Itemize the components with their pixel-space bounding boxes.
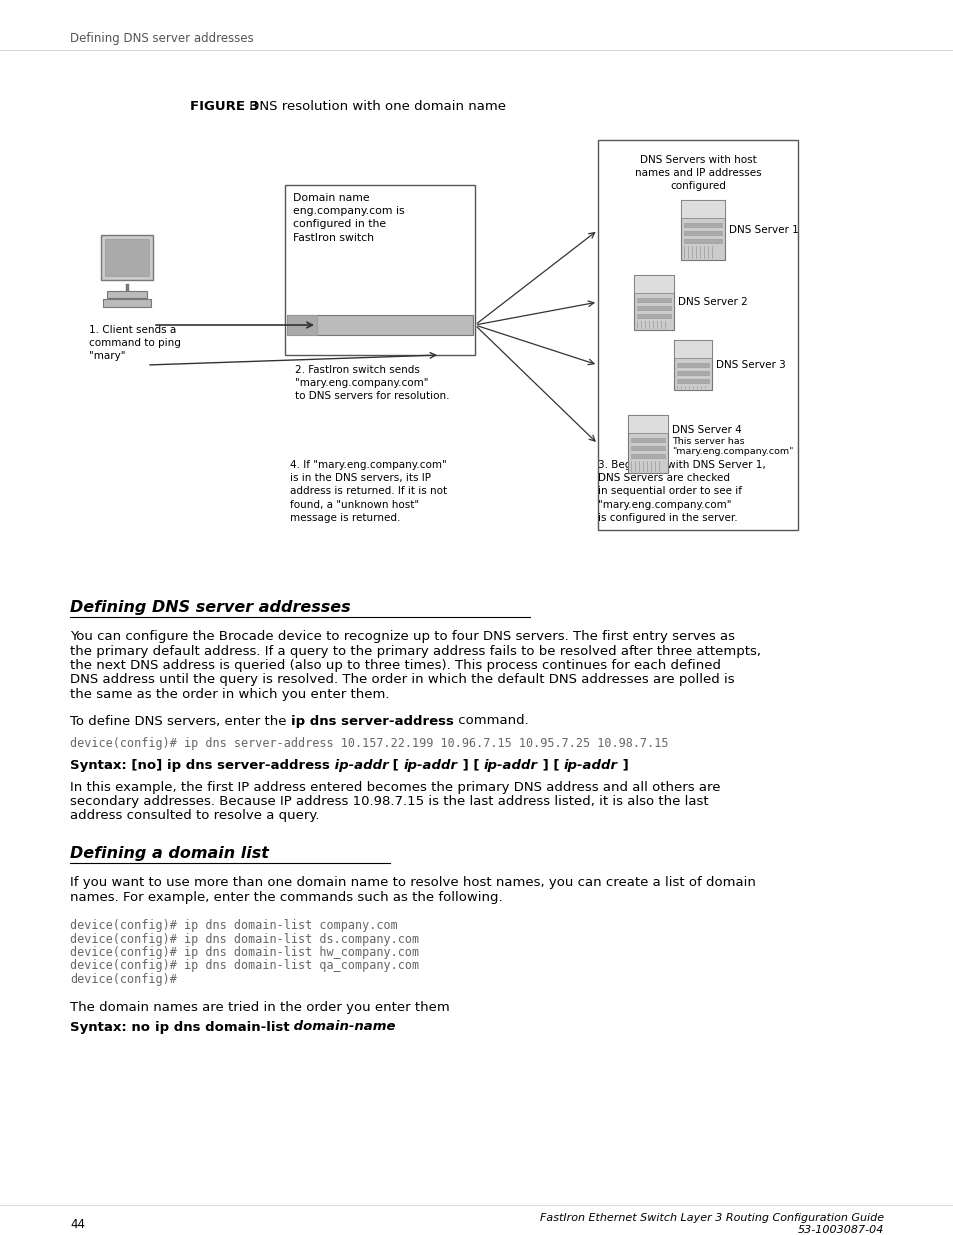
Text: 4. If "mary.eng.company.com"
is in the DNS servers, its IP
address is returned. : 4. If "mary.eng.company.com" is in the D… (290, 459, 447, 522)
FancyBboxPatch shape (630, 438, 664, 442)
Text: 53-1003087-04: 53-1003087-04 (797, 1225, 883, 1235)
FancyBboxPatch shape (683, 224, 721, 227)
Text: Syntax: [no]: Syntax: [no] (70, 758, 167, 772)
Text: Domain name
eng.company.com is
configured in the
FastIron switch: Domain name eng.company.com is configure… (293, 193, 404, 242)
Text: DNS Server 4: DNS Server 4 (671, 425, 741, 435)
Text: secondary addresses. Because IP address 10.98.7.15 is the last address listed, i: secondary addresses. Because IP address … (70, 795, 708, 808)
Text: device(config)# ip dns domain-list company.com: device(config)# ip dns domain-list compa… (70, 919, 397, 932)
Text: names. For example, enter the commands such as the following.: names. For example, enter the commands s… (70, 890, 502, 904)
FancyBboxPatch shape (105, 240, 149, 275)
FancyBboxPatch shape (637, 298, 670, 303)
Text: In this example, the first IP address entered becomes the primary DNS address an: In this example, the first IP address en… (70, 781, 720, 794)
Text: the next DNS address is queried (also up to three times). This process continues: the next DNS address is queried (also up… (70, 659, 720, 672)
Text: device(config)#: device(config)# (70, 973, 176, 986)
FancyBboxPatch shape (103, 299, 151, 308)
Text: device(config)# ip dns domain-list qa_company.com: device(config)# ip dns domain-list qa_co… (70, 960, 418, 972)
FancyBboxPatch shape (107, 291, 147, 298)
FancyBboxPatch shape (285, 185, 475, 354)
Text: Defining DNS server addresses: Defining DNS server addresses (70, 32, 253, 44)
Text: 44: 44 (70, 1218, 85, 1231)
Text: Syntax: no: Syntax: no (70, 1020, 154, 1034)
FancyBboxPatch shape (683, 231, 721, 235)
Text: FIGURE 3: FIGURE 3 (190, 100, 258, 112)
Text: ] [: ] [ (457, 758, 483, 772)
FancyBboxPatch shape (598, 140, 797, 530)
Text: [: [ (388, 758, 403, 772)
Text: ] [: ] [ (537, 758, 563, 772)
Text: FastIron Ethernet Switch Layer 3 Routing Configuration Guide: FastIron Ethernet Switch Layer 3 Routing… (539, 1213, 883, 1223)
Text: ip-addr: ip-addr (483, 758, 537, 772)
Text: device(config)# ip dns server-address 10.157.22.199 10.96.7.15 10.95.7.25 10.98.: device(config)# ip dns server-address 10… (70, 736, 668, 750)
Text: ip-addr: ip-addr (330, 758, 388, 772)
FancyBboxPatch shape (677, 363, 708, 367)
FancyBboxPatch shape (637, 314, 670, 317)
Text: the primary default address. If a query to the primary address fails to be resol: the primary default address. If a query … (70, 645, 760, 657)
Text: ip-addr: ip-addr (403, 758, 457, 772)
FancyBboxPatch shape (673, 340, 711, 358)
FancyBboxPatch shape (677, 379, 708, 383)
FancyBboxPatch shape (637, 306, 670, 310)
FancyBboxPatch shape (677, 370, 708, 375)
FancyBboxPatch shape (683, 240, 721, 243)
Text: Defining a domain list: Defining a domain list (70, 846, 269, 861)
FancyBboxPatch shape (627, 415, 667, 433)
Text: ip dns server-address: ip dns server-address (291, 715, 453, 727)
Text: the same as the order in which you enter them.: the same as the order in which you enter… (70, 688, 389, 701)
Text: domain-name: domain-name (289, 1020, 395, 1034)
Text: To define DNS servers, enter the: To define DNS servers, enter the (70, 715, 291, 727)
FancyBboxPatch shape (630, 446, 664, 450)
Text: DNS resolution with one domain name: DNS resolution with one domain name (245, 100, 505, 112)
FancyBboxPatch shape (673, 340, 711, 390)
Text: DNS address until the query is resolved. The order in which the default DNS addr: DNS address until the query is resolved.… (70, 673, 734, 687)
Text: DNS Servers with host
names and IP addresses
configured: DNS Servers with host names and IP addre… (634, 156, 760, 191)
FancyBboxPatch shape (630, 454, 664, 458)
Text: address consulted to resolve a query.: address consulted to resolve a query. (70, 809, 319, 823)
FancyBboxPatch shape (634, 275, 673, 330)
Text: ip dns server-address: ip dns server-address (167, 758, 330, 772)
FancyBboxPatch shape (680, 200, 724, 261)
Text: ]: ] (618, 758, 628, 772)
Text: DNS Server 3: DNS Server 3 (716, 359, 785, 370)
FancyBboxPatch shape (680, 200, 724, 219)
Text: ip dns domain-list: ip dns domain-list (154, 1020, 289, 1034)
Text: The domain names are tried in the order you enter them: The domain names are tried in the order … (70, 1000, 449, 1014)
Text: Defining DNS server addresses: Defining DNS server addresses (70, 600, 351, 615)
Text: If you want to use more than one domain name to resolve host names, you can crea: If you want to use more than one domain … (70, 876, 755, 889)
FancyBboxPatch shape (287, 315, 473, 335)
Text: You can configure the Brocade device to recognize up to four DNS servers. The fi: You can configure the Brocade device to … (70, 630, 734, 643)
FancyBboxPatch shape (634, 275, 673, 293)
Text: 2. FastIron switch sends
"mary.eng.company.com"
to DNS servers for resolution.: 2. FastIron switch sends "mary.eng.compa… (294, 366, 449, 401)
FancyBboxPatch shape (101, 235, 152, 280)
Text: device(config)# ip dns domain-list hw_company.com: device(config)# ip dns domain-list hw_co… (70, 946, 418, 960)
Text: 1. Client sends a
command to ping
"mary": 1. Client sends a command to ping "mary" (89, 325, 181, 362)
Text: This server has
"mary.eng.company.com": This server has "mary.eng.company.com" (671, 437, 793, 457)
Text: device(config)# ip dns domain-list ds.company.com: device(config)# ip dns domain-list ds.co… (70, 932, 418, 946)
Text: DNS Server 1: DNS Server 1 (728, 225, 798, 235)
Text: DNS Server 2: DNS Server 2 (678, 296, 747, 308)
Text: command.: command. (453, 715, 528, 727)
Text: 3. Beginning with DNS Server 1,
DNS Servers are checked
in sequential order to s: 3. Beginning with DNS Server 1, DNS Serv… (598, 459, 765, 522)
Text: ip-addr: ip-addr (563, 758, 618, 772)
FancyBboxPatch shape (287, 315, 316, 335)
FancyBboxPatch shape (627, 415, 667, 473)
